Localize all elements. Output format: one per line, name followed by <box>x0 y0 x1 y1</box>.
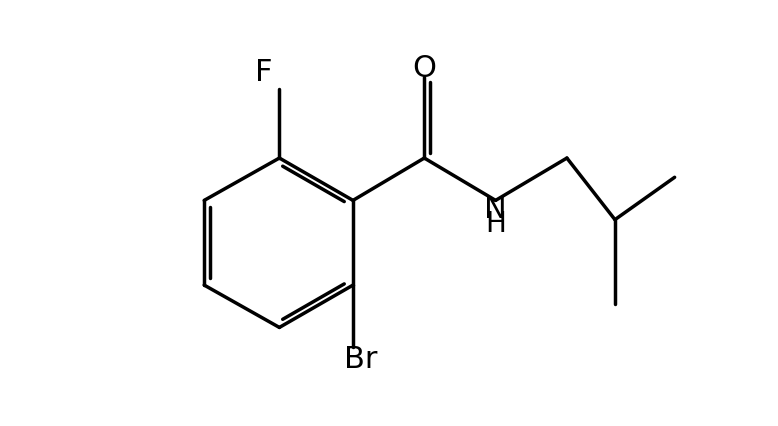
Text: N: N <box>484 194 507 223</box>
Text: Br: Br <box>344 344 377 373</box>
Text: H: H <box>485 210 506 238</box>
Text: O: O <box>412 54 436 83</box>
Text: F: F <box>255 58 272 87</box>
